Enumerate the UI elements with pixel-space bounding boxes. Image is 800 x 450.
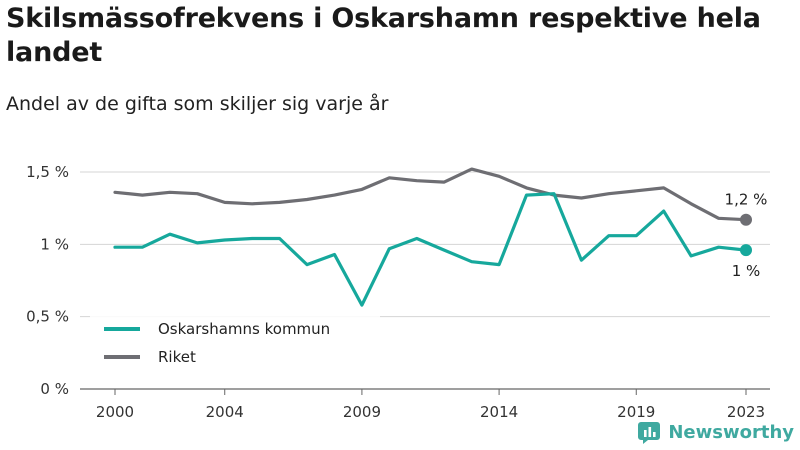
series-end-label: 1 %	[732, 262, 761, 280]
chart-title: Skilsmässofrekvens i Oskarshamn respekti…	[6, 3, 761, 68]
legend: Oskarshamns kommun Riket	[90, 314, 380, 374]
brand-logo-group: Newsworthy	[638, 420, 794, 444]
y-tick-label: 1,5 %	[26, 163, 69, 181]
legend-label: Oskarshamns kommun	[158, 320, 330, 338]
y-tick-label: 0,5 %	[26, 308, 69, 326]
x-tick-label: 2009	[343, 403, 381, 421]
x-axis-ticks: 2000 2004 2009 2014 2019 2023	[96, 389, 765, 421]
y-axis-ticks: 0 % 0,5 % 1 % 1,5 %	[26, 163, 69, 398]
x-tick-label: 2000	[96, 403, 134, 421]
y-tick-label: 1 %	[40, 235, 69, 253]
series-end-label: 1,2 %	[725, 191, 768, 209]
chart-subtitle: Andel av de gifta som skiljer sig varje …	[6, 93, 389, 115]
series-line	[113, 192, 748, 307]
series-line	[113, 167, 748, 222]
y-tick-label: 0 %	[40, 380, 69, 398]
newsworthy-logo-icon	[638, 422, 661, 444]
brand-name: Newsworthy	[668, 421, 794, 443]
legend-label: Riket	[158, 348, 196, 366]
x-tick-label: 2023	[727, 403, 765, 421]
x-tick-label: 2004	[206, 403, 244, 421]
x-tick-label: 2014	[480, 403, 518, 421]
series-end-point	[740, 244, 752, 257]
legend-background	[90, 314, 380, 374]
series-lines: 1,2 % 1 %	[113, 167, 768, 307]
x-tick-label: 2019	[617, 403, 655, 421]
series-end-point	[740, 213, 752, 226]
